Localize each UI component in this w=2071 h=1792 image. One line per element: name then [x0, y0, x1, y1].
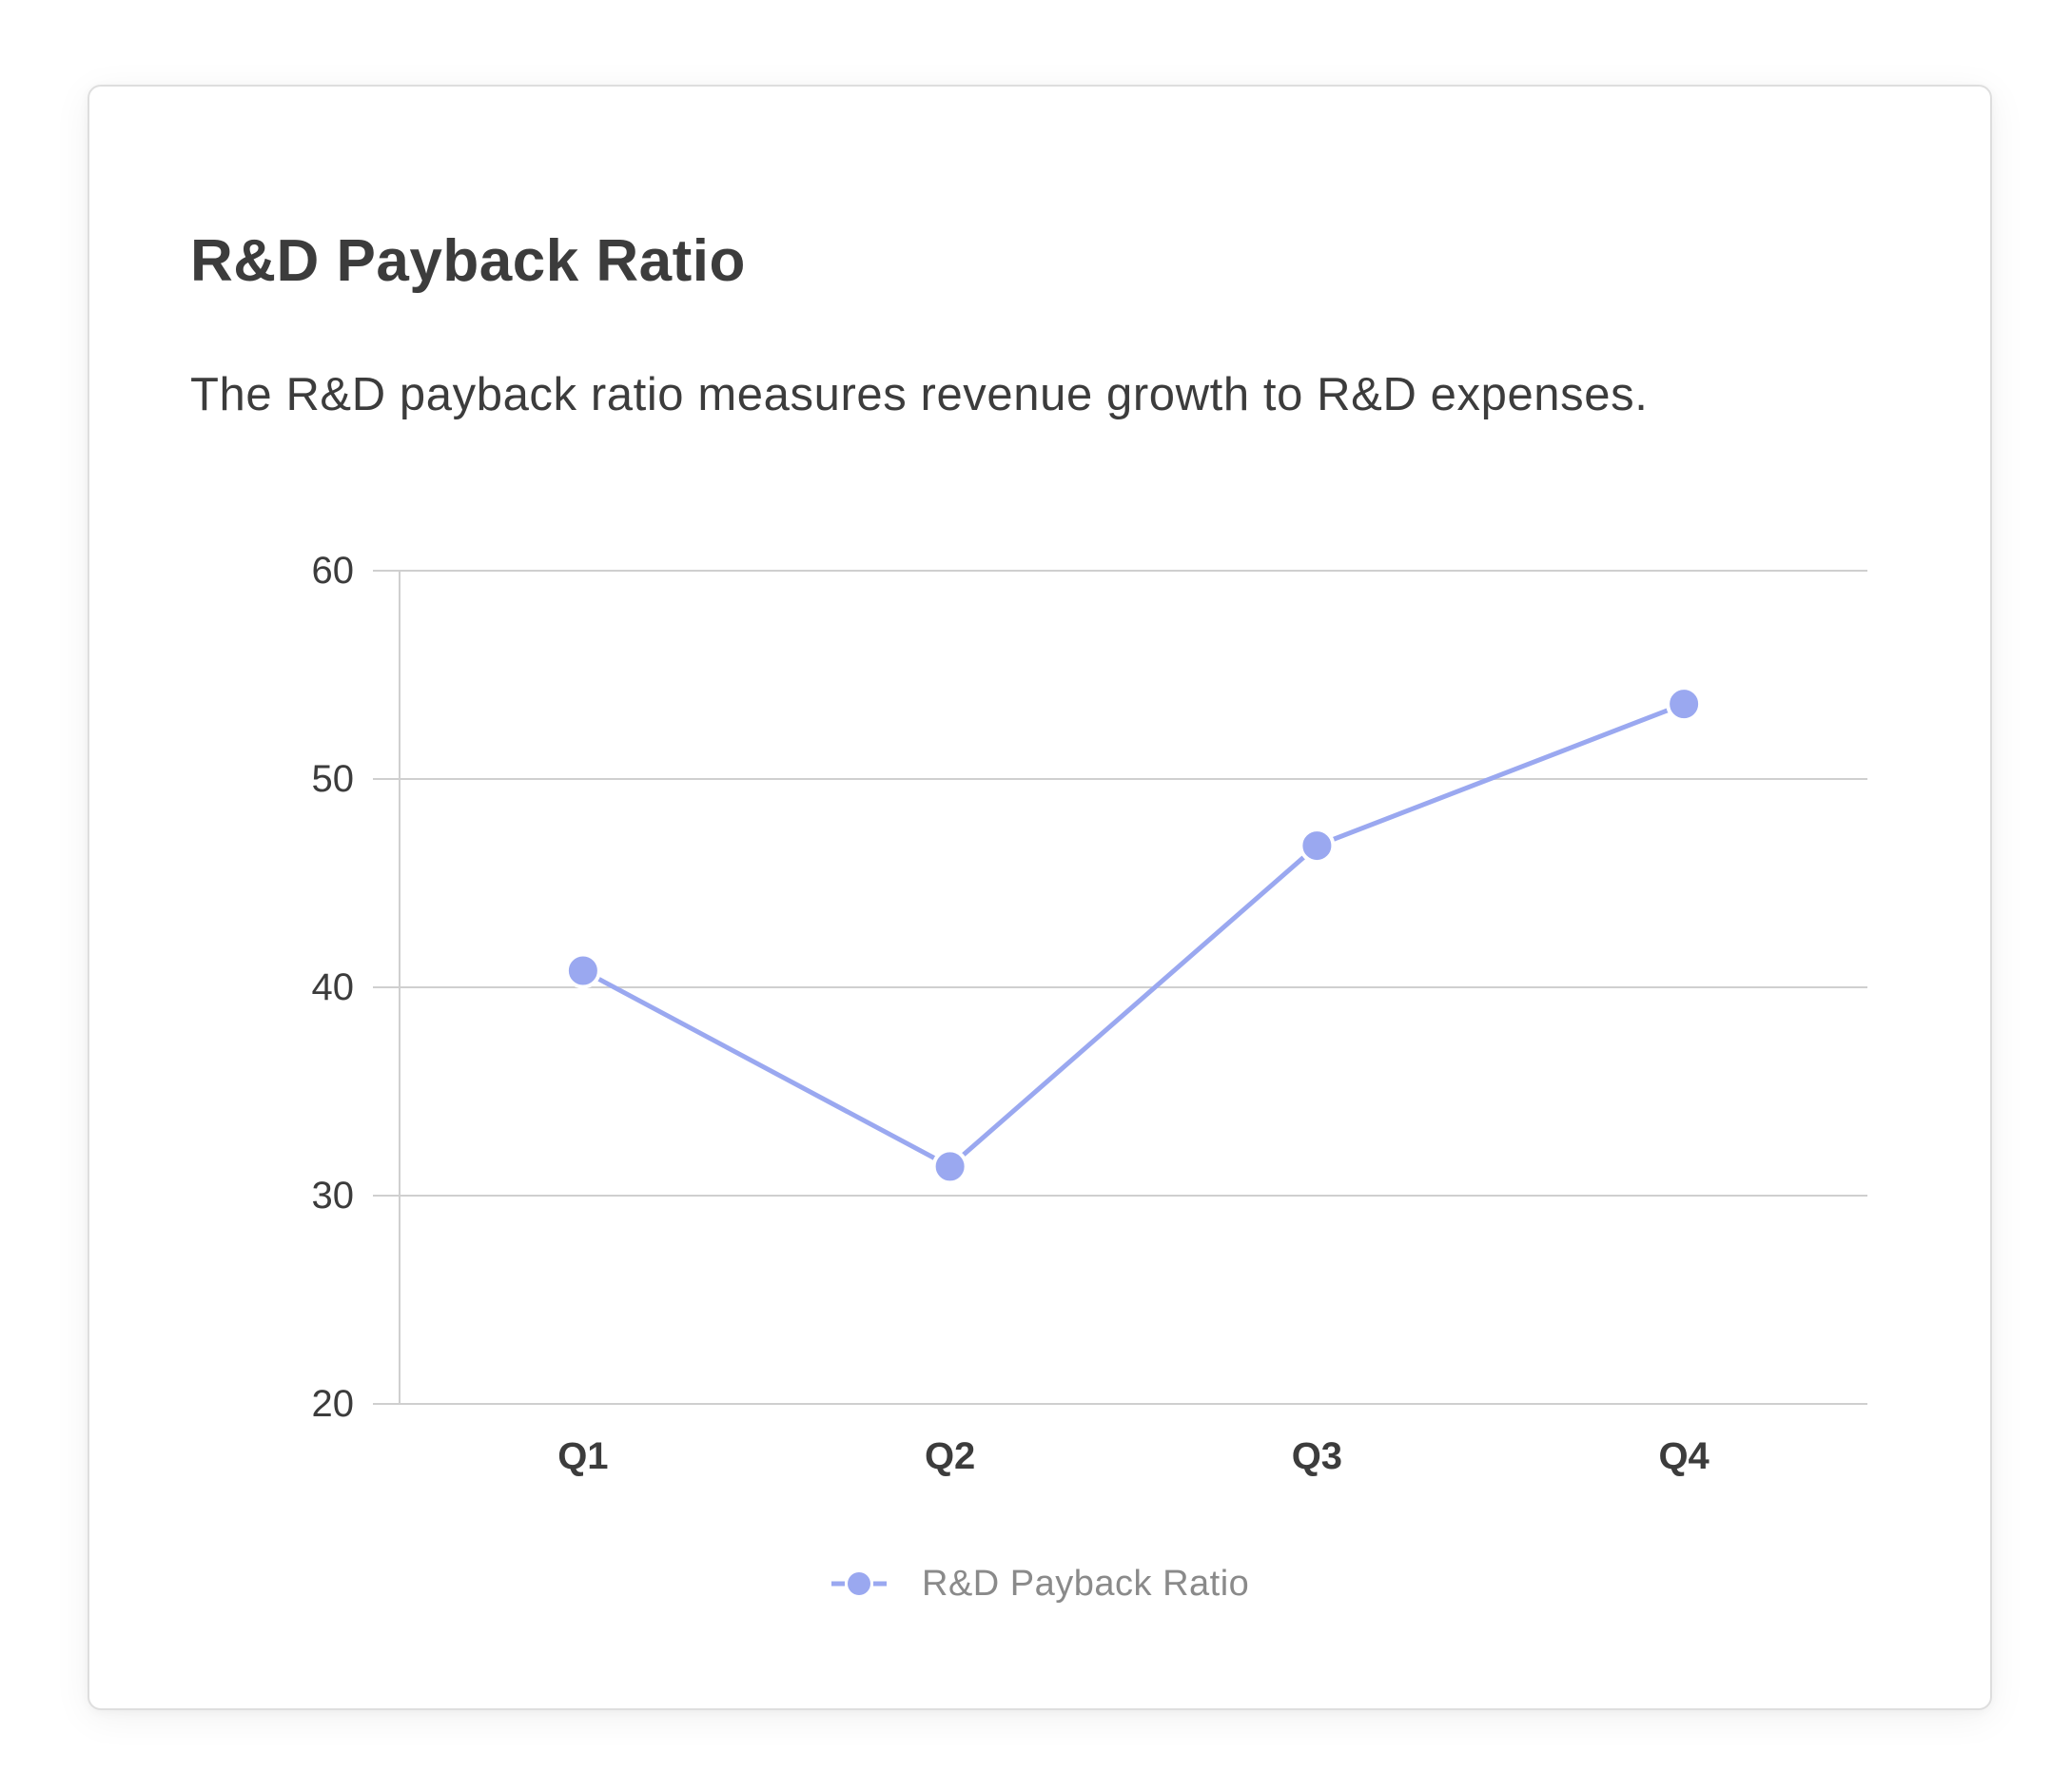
series-layer — [564, 686, 1703, 1185]
x-tick-label: Q1 — [557, 1435, 608, 1477]
series-line — [580, 701, 1687, 1169]
y-tick-labels: 20 30 40 50 60 — [312, 550, 355, 1425]
x-tick-label: Q3 — [1292, 1435, 1342, 1477]
y-tick-label: 60 — [312, 550, 355, 592]
x-tick-labels: Q1 Q2 Q3 Q4 — [557, 1435, 1710, 1477]
legend-marker — [848, 1572, 870, 1595]
x-tick-label: Q2 — [925, 1435, 975, 1477]
y-tick-label: 30 — [312, 1175, 355, 1217]
data-point[interactable] — [1666, 686, 1703, 723]
x-tick-label: Q4 — [1658, 1435, 1710, 1477]
chart-subtitle: The R&D payback ratio measures revenue g… — [190, 369, 1649, 420]
y-tick-label: 50 — [312, 758, 355, 800]
y-tick-label: 20 — [312, 1383, 355, 1425]
legend: R&D Payback Ratio — [831, 1564, 1249, 1604]
data-point[interactable] — [1299, 828, 1336, 865]
chart-title: R&D Payback Ratio — [190, 228, 746, 294]
data-point[interactable] — [931, 1148, 968, 1185]
legend-label[interactable]: R&D Payback Ratio — [922, 1564, 1249, 1604]
y-tick-label: 40 — [312, 966, 355, 1008]
gridlines — [373, 570, 1867, 1405]
chart-card: R&D Payback Ratio The R&D payback ratio … — [88, 85, 1992, 1710]
line-chart: 20 30 40 50 60 Q1 Q2 Q3 Q4 R&D Payback Ratio — [312, 550, 1867, 1604]
data-point[interactable] — [564, 952, 601, 989]
